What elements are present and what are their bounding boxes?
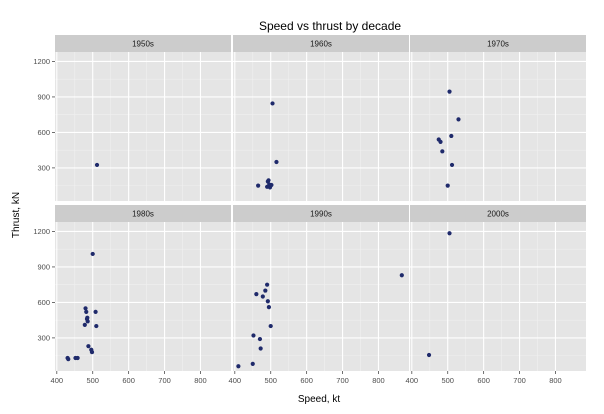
facet-label: 1990s: [310, 210, 332, 219]
facet-label: 1970s: [487, 40, 509, 49]
x-tick-label: 800: [549, 376, 562, 385]
facet-panel: 1960s: [233, 35, 409, 201]
x-tick-label: 700: [513, 376, 526, 385]
y-axis-title: Thrust, kN: [11, 192, 22, 238]
y-tick-label: 1200: [33, 227, 50, 236]
data-point: [440, 149, 445, 154]
plot-panel: [410, 52, 586, 201]
data-point: [251, 333, 256, 338]
x-tick-label: 600: [122, 376, 135, 385]
facet-panel: 1950s 300 600 900 1200: [33, 35, 231, 201]
data-point: [447, 231, 452, 236]
data-point: [265, 299, 270, 304]
chart-title: Speed vs thrust by decade: [259, 19, 401, 33]
facet-strip: [233, 35, 409, 52]
facet-strip: [55, 35, 231, 52]
facet-strip: [233, 205, 409, 222]
data-point: [236, 364, 241, 369]
y-tick-label: 300: [37, 334, 50, 343]
data-point: [94, 162, 100, 168]
data-point: [94, 323, 99, 329]
facet-strip: [410, 35, 586, 52]
x-tick-label: 400: [406, 376, 419, 385]
data-point: [82, 322, 87, 327]
x-axis-title: Speed, kt: [298, 394, 340, 405]
data-point: [263, 288, 268, 293]
facet-label: 2000s: [487, 210, 509, 219]
data-point: [89, 349, 95, 355]
x-tick-label: 800: [372, 376, 385, 385]
x-tick-label: 500: [86, 376, 99, 385]
data-point: [456, 117, 461, 122]
facet-panel: 1980s 300 600 900 1200 400 500 600 700 800: [33, 205, 231, 385]
facet-label: 1960s: [310, 40, 332, 49]
data-point: [83, 306, 88, 311]
facet-strip: [410, 205, 586, 222]
x-tick-label: 500: [264, 376, 277, 385]
facet-panel: 2000s 400 500 600 700 800: [406, 205, 586, 385]
data-point: [270, 101, 275, 106]
data-point: [256, 183, 261, 188]
facet-panel: 1970s: [410, 35, 586, 201]
data-point: [85, 319, 90, 324]
y-tick-label: 900: [37, 263, 50, 272]
data-point: [266, 305, 272, 310]
data-point: [258, 346, 263, 351]
data-point: [66, 357, 71, 362]
data-point: [254, 292, 259, 297]
data-point: [426, 352, 432, 358]
data-point: [260, 294, 265, 299]
facet-label: 1950s: [132, 40, 154, 49]
x-tick-label: 400: [229, 376, 242, 385]
data-point: [449, 162, 455, 168]
data-point: [84, 309, 89, 314]
data-point: [269, 182, 274, 188]
facet-panels: 1950s 300 600 900 1200 1960s 1970s 1980s 300 600 9…: [33, 35, 586, 385]
data-point: [399, 273, 404, 278]
facet-panel: 1990s 400 500 600 700 800: [229, 205, 409, 385]
x-tick-label: 600: [477, 376, 490, 385]
plot-panel: [55, 222, 231, 371]
data-point: [268, 323, 273, 329]
plot-panel: [55, 52, 231, 201]
data-point: [265, 282, 270, 287]
x-tick-label: 800: [194, 376, 207, 385]
data-point: [85, 315, 90, 320]
facet-strip: [55, 205, 231, 222]
x-tick-label: 500: [441, 376, 454, 385]
x-tick-label: 600: [300, 376, 313, 385]
data-point: [257, 336, 263, 342]
data-point: [447, 89, 452, 94]
y-tick-label: 600: [37, 128, 50, 137]
data-point: [449, 133, 454, 139]
plot-panel: [233, 52, 409, 201]
data-point: [75, 355, 80, 361]
data-point: [86, 344, 91, 349]
y-tick-label: 1200: [33, 57, 50, 66]
y-tick-label: 600: [37, 298, 50, 307]
data-point: [93, 309, 98, 314]
facet-label: 1980s: [132, 210, 154, 219]
y-tick-label: 300: [37, 164, 50, 173]
x-tick-label: 700: [336, 376, 349, 385]
data-point: [438, 139, 443, 144]
data-point: [250, 361, 255, 367]
x-tick-label: 400: [51, 376, 64, 385]
plot-panel: [410, 222, 586, 371]
y-tick-label: 900: [37, 93, 50, 102]
data-point: [90, 251, 95, 257]
x-tick-label: 700: [158, 376, 171, 385]
data-point: [266, 178, 271, 183]
data-point: [445, 183, 450, 188]
data-point: [274, 159, 279, 165]
